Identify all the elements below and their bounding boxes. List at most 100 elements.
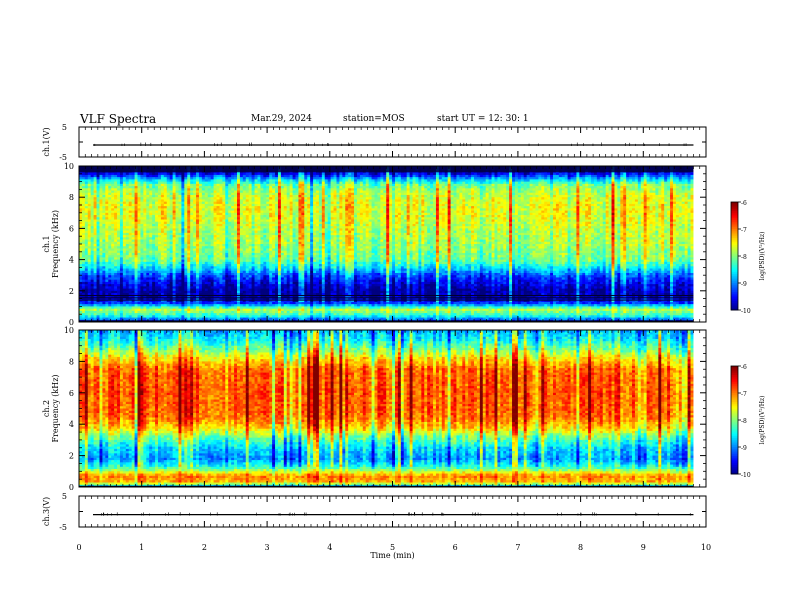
spectrogram-cell xyxy=(152,301,156,305)
spectrogram-cell xyxy=(166,277,171,281)
spectrogram-cell xyxy=(134,315,138,318)
spectrogram-cell xyxy=(108,212,112,216)
spectrogram-cell xyxy=(169,206,174,209)
spectrogram-cell xyxy=(149,246,153,249)
spectrogram-cell xyxy=(114,290,118,294)
spectrogram-cell xyxy=(84,270,89,274)
start-time-label: start UT = 12: 30: 1 xyxy=(437,115,529,124)
spectrogram-cell xyxy=(90,190,95,194)
spectrogram-cell xyxy=(152,174,156,178)
spectrogram-cell xyxy=(143,181,147,185)
spectrogram-cell xyxy=(149,255,153,258)
spectrogram-cell xyxy=(143,315,147,318)
spectrogram-cell xyxy=(117,201,121,205)
spectrogram-cell xyxy=(146,252,150,256)
spectrogram-cell xyxy=(143,221,147,225)
spectrogram-cell xyxy=(87,244,92,247)
spectrogram-cell xyxy=(114,250,118,254)
spectrogram-cell xyxy=(108,313,112,316)
spectrogram-cell xyxy=(152,228,156,232)
spectrogram-cell xyxy=(81,203,86,207)
spectrogram-cell xyxy=(172,201,176,205)
spectrogram-cell xyxy=(93,306,97,310)
spectrogram-cell xyxy=(172,226,176,229)
spectrogram-cell xyxy=(181,192,185,196)
spectrogram-cell xyxy=(90,194,95,198)
spectrogram-cell xyxy=(96,181,100,185)
spectrogram-cell xyxy=(155,221,159,225)
spectrogram-cell xyxy=(79,208,83,211)
spectrogram-cell xyxy=(146,177,150,180)
spectrogram-cell xyxy=(114,266,118,269)
spectrogram-cell xyxy=(140,244,144,247)
spectrogram-cell xyxy=(158,241,162,245)
spectrogram-cell xyxy=(143,286,147,289)
spectrogram-cell xyxy=(108,197,112,200)
spectrogram-cell xyxy=(172,228,176,232)
spectrogram-cell xyxy=(105,210,109,214)
spectrogram-cell xyxy=(158,219,162,223)
spectrogram-cell xyxy=(143,219,147,223)
spectrogram-cell xyxy=(87,255,92,258)
spectrogram-cell xyxy=(93,192,97,196)
spectrogram-cell xyxy=(111,208,115,211)
spectrogram-cell xyxy=(114,232,118,236)
spectrogram-cell xyxy=(111,199,115,203)
spectrogram-cell xyxy=(134,266,138,269)
spectrogram-cell xyxy=(160,286,165,289)
spectrogram-cell xyxy=(99,172,103,176)
spectrogram-cell xyxy=(105,230,109,234)
spectrogram-cell xyxy=(119,255,124,258)
spectrogram-cell xyxy=(163,203,168,207)
spectrogram-cell xyxy=(93,181,97,185)
spectrogram-cell xyxy=(125,313,130,316)
spectrogram-cell xyxy=(166,186,171,189)
spectrogram-cell xyxy=(114,194,118,198)
spectrogram-cell xyxy=(163,219,168,223)
spectrogram-cell xyxy=(122,295,127,298)
spectrogram-cell xyxy=(152,270,156,274)
spectrogram-cell xyxy=(114,279,118,283)
spectrogram-cell xyxy=(143,237,147,240)
spectrogram-cell xyxy=(81,181,86,185)
spectrogram-cell xyxy=(125,232,130,236)
spectrogram-cell xyxy=(137,270,141,274)
spectrogram-cell xyxy=(178,313,182,316)
spectrogram-cell xyxy=(152,235,156,238)
spectrogram-cell xyxy=(184,268,188,272)
spectrogram-cell xyxy=(111,201,115,205)
spectrogram-cell xyxy=(152,219,156,223)
spectrogram-cell xyxy=(99,315,103,318)
spectrogram-cell xyxy=(90,201,95,205)
spectrogram-cell xyxy=(114,212,118,216)
spectrogram-cell xyxy=(90,286,95,289)
spectrogram-cell xyxy=(102,221,106,225)
spectrogram-cell xyxy=(117,290,121,294)
spectrogram-cell xyxy=(128,188,133,191)
spectrogram-cell xyxy=(137,295,141,298)
spectrogram-cell xyxy=(111,266,115,269)
spectrogram-cell xyxy=(149,281,153,285)
spectrogram-cell xyxy=(105,261,109,265)
spectrogram-cell xyxy=(134,201,138,205)
spectrogram-cell xyxy=(146,246,150,249)
spectrogram-cell xyxy=(155,244,159,247)
spectrogram-cell xyxy=(166,306,171,310)
spectrogram-cell xyxy=(96,286,100,289)
spectrogram-cell xyxy=(152,208,156,211)
spectrogram-cell xyxy=(146,188,150,191)
spectrogram-cell xyxy=(128,172,133,176)
spectrogram-cell xyxy=(122,266,127,269)
spectrogram-cell xyxy=(140,264,144,267)
spectrogram-cell xyxy=(178,181,182,185)
spectrogram-cell xyxy=(114,183,118,187)
spectrogram-cell xyxy=(143,172,147,176)
spectrogram-cell xyxy=(172,272,176,276)
spectrogram-cell xyxy=(169,264,174,267)
spectrogram-cell xyxy=(96,215,100,218)
spectrogram-cell xyxy=(128,210,133,214)
spectrogram-cell xyxy=(99,293,103,296)
spectrogram-cell xyxy=(119,315,124,318)
spectrogram-cell xyxy=(122,261,127,265)
spectrogram-cell xyxy=(181,232,185,236)
